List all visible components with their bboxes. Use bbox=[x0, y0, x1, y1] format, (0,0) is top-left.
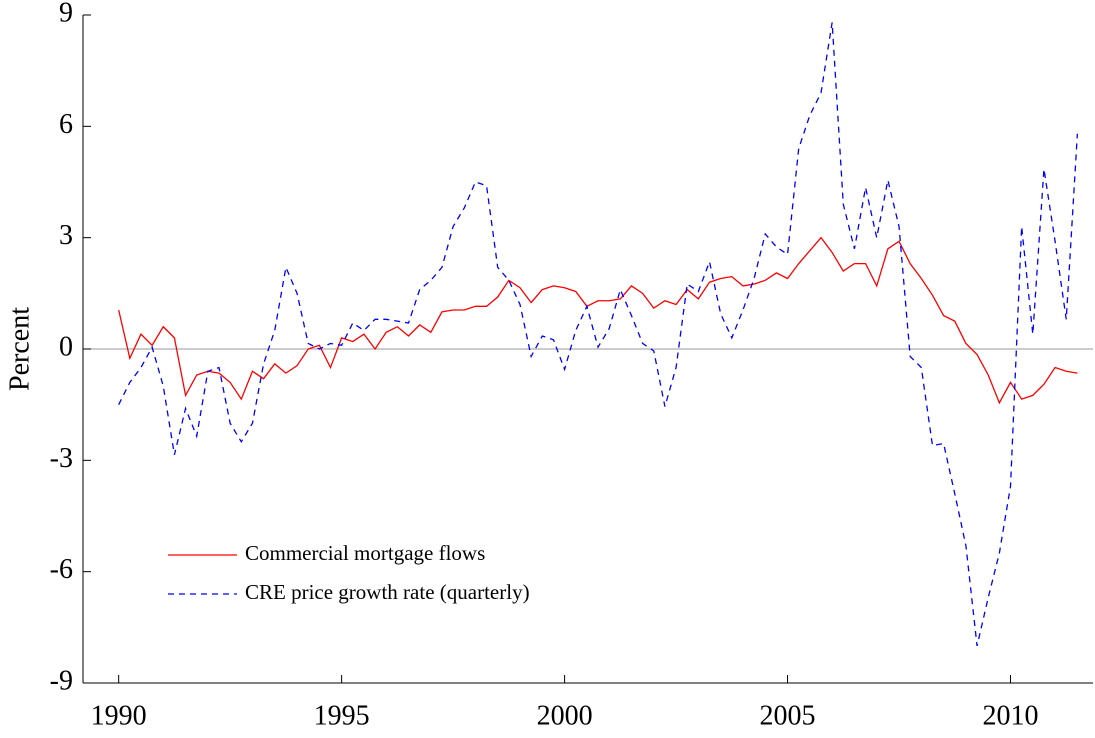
y-tick-label: -9 bbox=[50, 665, 73, 696]
x-tick-label: 1995 bbox=[314, 700, 370, 731]
legend-label: Commercial mortgage flows bbox=[245, 541, 485, 565]
x-tick-label: 2010 bbox=[983, 700, 1039, 731]
y-tick-label: -6 bbox=[50, 554, 73, 585]
x-tick-label: 2005 bbox=[760, 700, 816, 731]
series-line bbox=[118, 22, 1079, 647]
y-tick-label: 6 bbox=[59, 109, 73, 140]
y-tick-label: -3 bbox=[50, 443, 73, 474]
y-tick-label: 9 bbox=[59, 0, 73, 28]
series-line bbox=[118, 236, 1078, 405]
x-tick-label: 2000 bbox=[537, 700, 593, 731]
y-tick-label: 3 bbox=[59, 220, 73, 251]
y-axis-label: Percent bbox=[4, 307, 35, 391]
x-tick-label: 1990 bbox=[91, 700, 147, 731]
y-tick-label: 0 bbox=[59, 331, 73, 362]
legend-label: CRE price growth rate (quarterly) bbox=[245, 580, 530, 604]
